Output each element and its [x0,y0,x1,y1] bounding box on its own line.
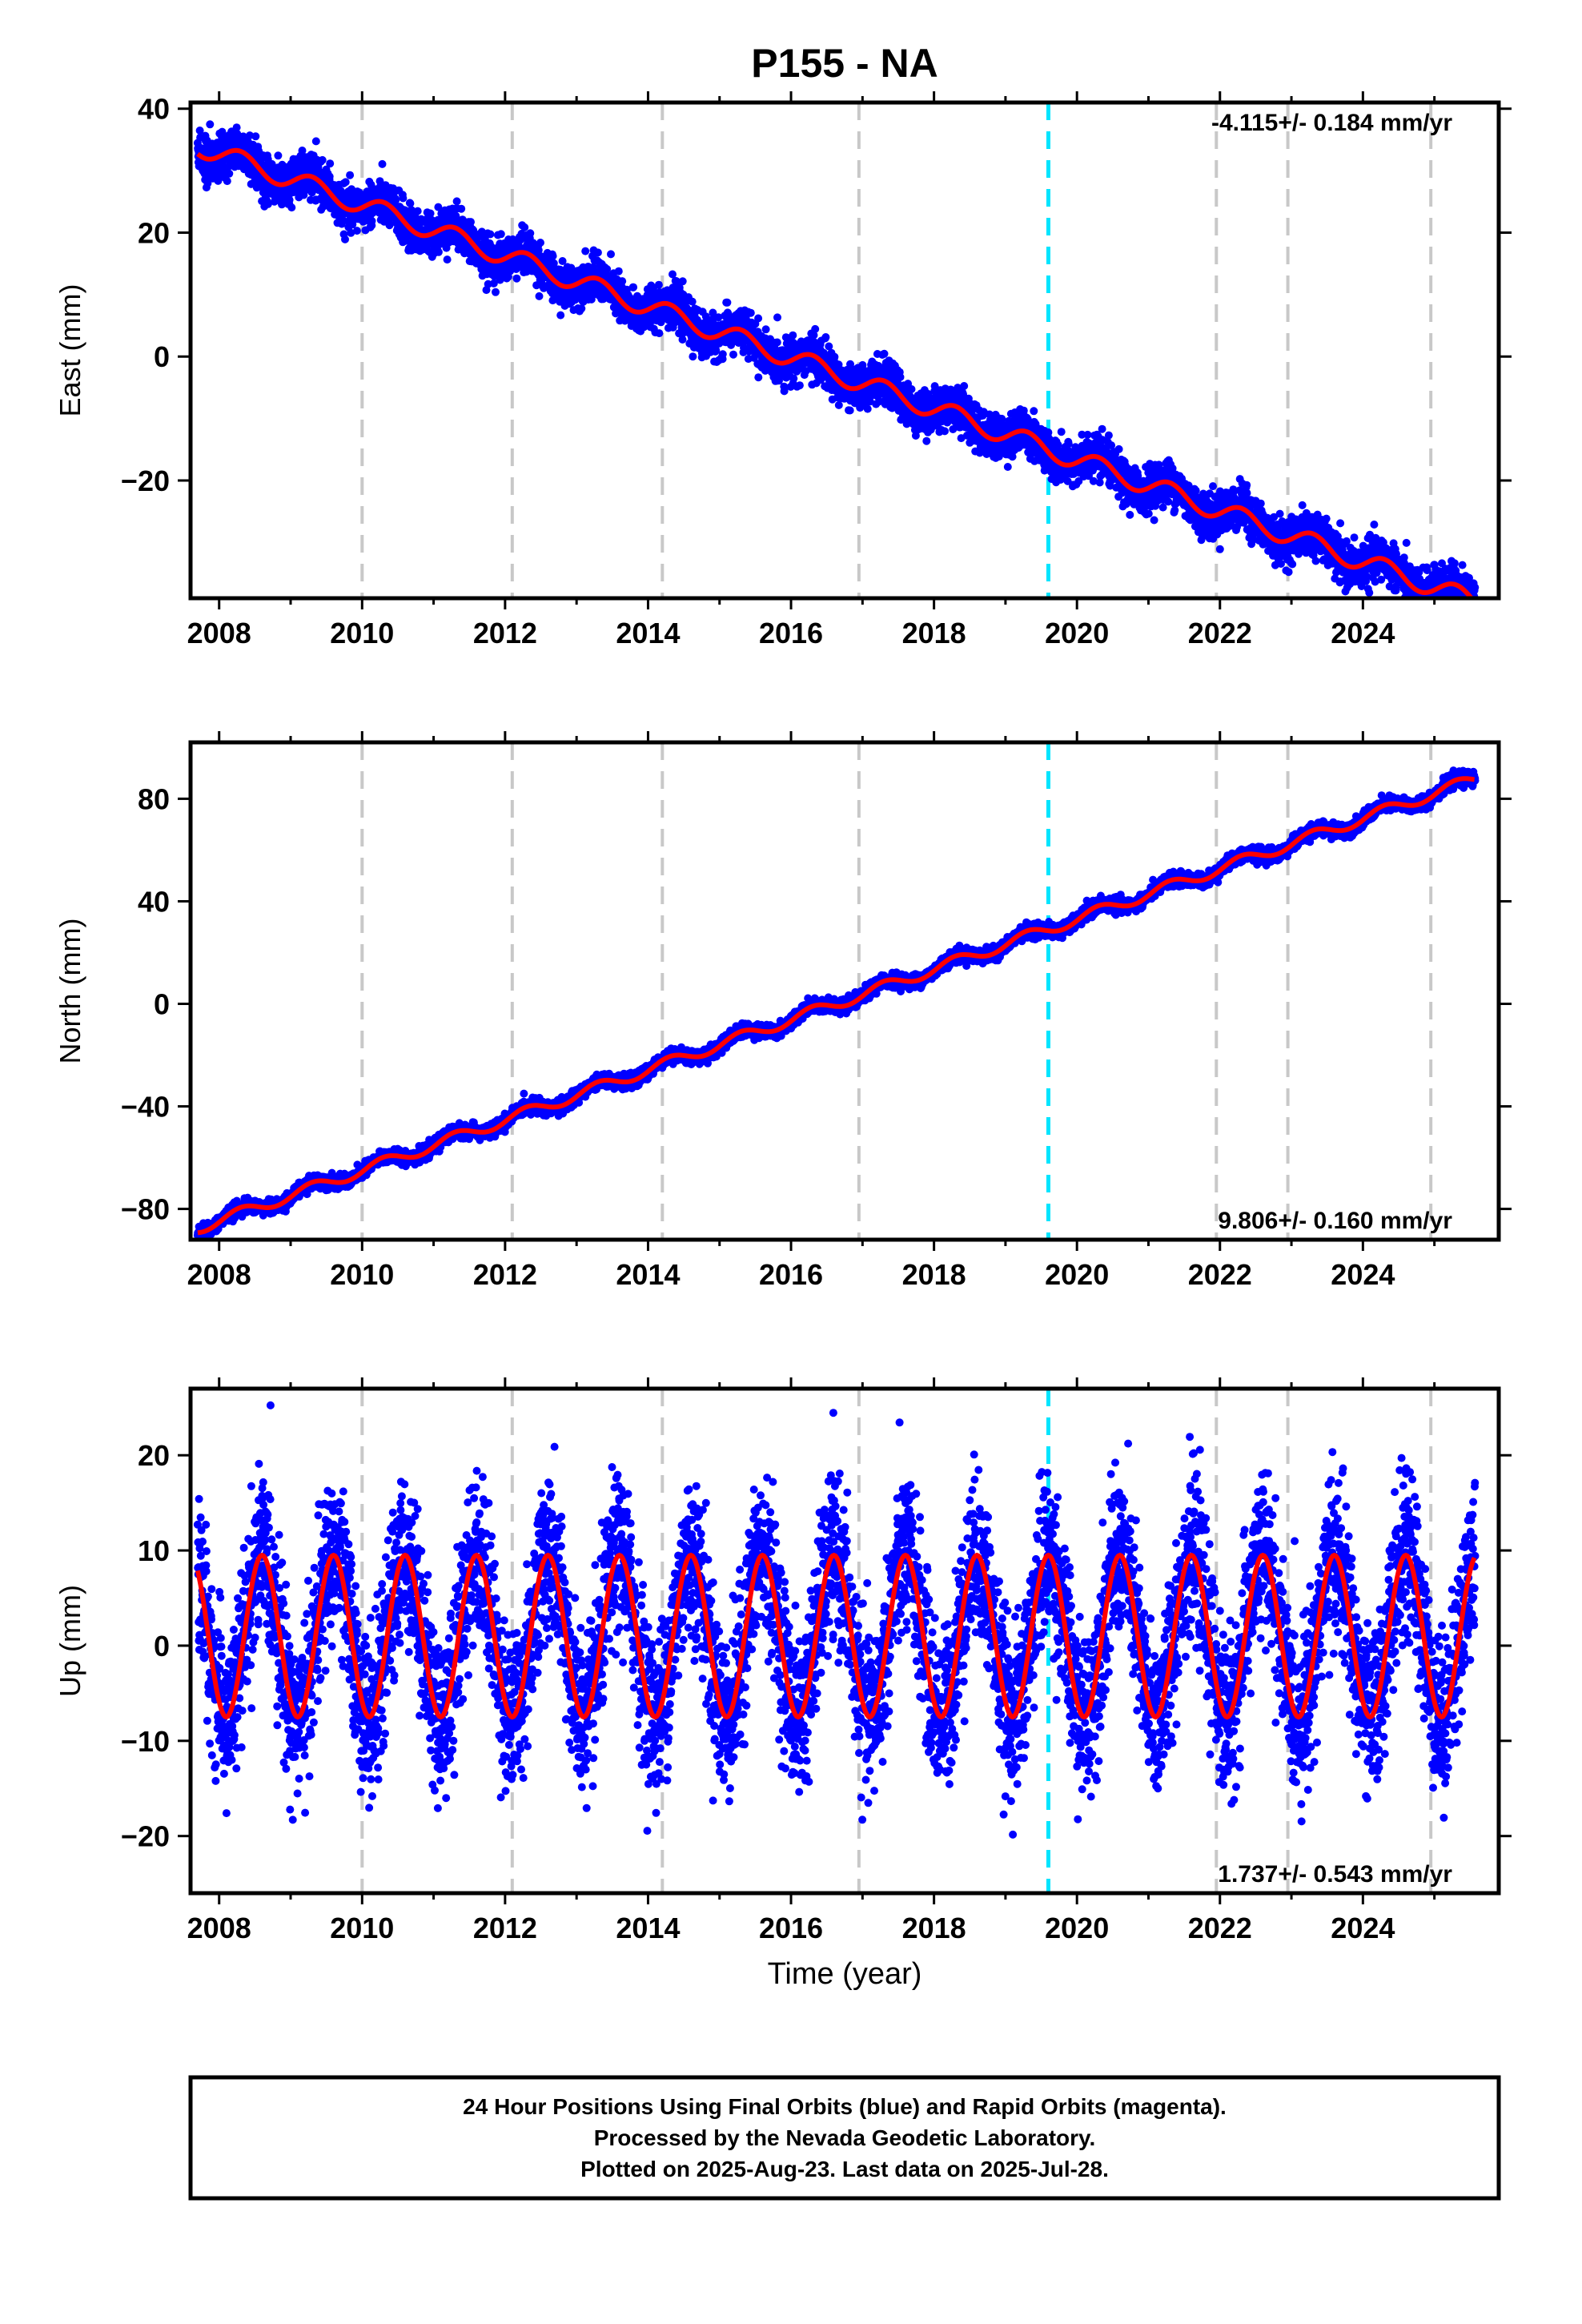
east-panel: 2008 2010 2012 2014 2016 2018 2020 2022 2024−200… [54,91,1512,649]
east-point [746,308,755,317]
east-point [512,274,521,283]
east-point [688,297,697,306]
east-point [399,194,408,203]
east-point [863,404,872,413]
east-point [1003,463,1012,471]
east-point [548,251,557,260]
east-point [347,228,355,237]
east-point [467,218,475,227]
east-point [834,400,843,409]
figure-title: P155 - NA [751,41,938,86]
east-point [821,333,830,341]
east-point [896,372,905,381]
east-point [1064,440,1073,448]
east-point [352,227,361,235]
east-point [263,199,272,208]
east-point [718,350,727,359]
east-point [581,247,590,255]
east-point [401,236,410,245]
east-point [285,195,294,204]
east-point [723,298,732,307]
east-point [526,229,535,238]
east-point [795,381,804,390]
east-point [195,127,204,135]
east-point [274,151,283,160]
east-point [218,127,227,136]
east-point [689,352,697,361]
east-point [712,346,721,355]
east-point [614,267,623,275]
east-point [941,427,949,436]
east-point [811,324,820,333]
east-point [223,177,231,186]
east-point [907,385,916,393]
east-point [789,331,797,340]
east-point [311,137,320,146]
east-point [318,155,327,164]
east-point [535,292,544,300]
east-point [618,277,627,286]
east-point [1126,510,1134,519]
east-point [1098,424,1106,433]
east-point [298,147,307,155]
east-point [922,436,931,445]
east-point [1150,516,1158,525]
east-point [326,159,335,168]
east-point [678,277,687,286]
east-point [577,304,586,313]
east-point [426,209,435,218]
east-point [629,283,638,292]
east-point [1057,428,1066,436]
east-point [761,325,770,334]
east-point [341,235,349,243]
east-point [754,373,763,382]
east-point [654,280,663,289]
east-point [443,255,452,264]
east-point [225,169,234,178]
east-point [655,329,664,338]
east-point [489,279,498,287]
east-point [1030,407,1038,416]
east-point [287,203,296,212]
east-point [789,374,798,383]
east-point [486,230,495,239]
east-point [434,203,443,211]
east-point [457,204,466,213]
east-point [773,338,781,347]
east-point [536,239,544,247]
east-point [206,120,215,129]
east-point [452,197,461,206]
east-point [729,350,737,359]
east-point [251,132,260,141]
east-point [413,207,422,215]
east-point [754,314,763,323]
east-point [232,123,241,132]
east-point [346,171,355,179]
east-point [341,178,350,187]
east-point [1144,509,1153,518]
east-point [434,247,443,256]
east-point [830,352,839,361]
east-point [845,406,854,415]
east-point [1104,431,1113,440]
east-point [960,382,969,390]
east-point [520,223,529,231]
east-point [406,199,415,207]
east-point [378,159,387,168]
east-point [492,287,500,296]
east-point [1019,406,1028,415]
east-point [367,216,376,225]
east-point [556,311,565,320]
east-point [593,248,602,257]
east-point [1083,430,1092,439]
east-point [773,313,781,322]
east-point [496,230,505,239]
east-point [385,221,394,230]
east-point [607,250,615,259]
east-point [880,349,889,358]
east-point [1114,444,1123,453]
east-point [325,172,334,181]
east-point [391,196,400,205]
